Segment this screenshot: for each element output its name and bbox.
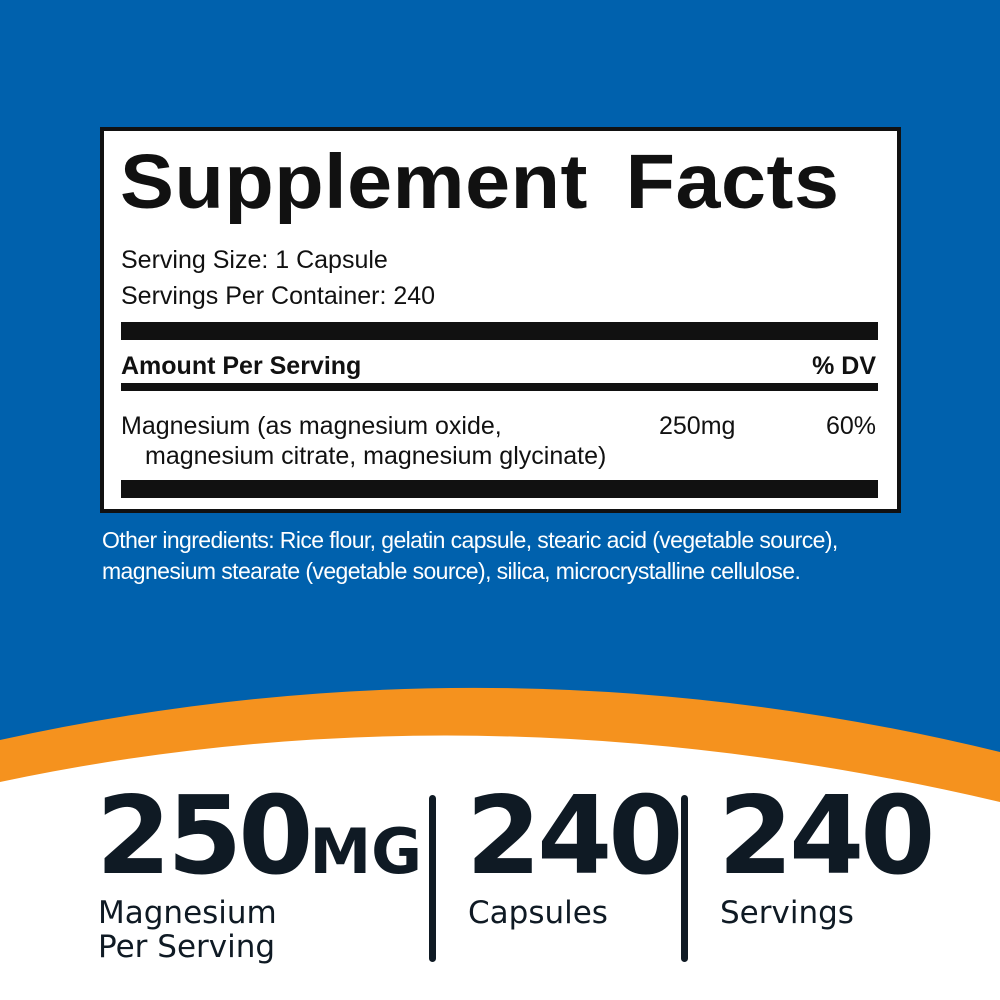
stat-magnesium-label: Magnesium Per Serving (98, 896, 277, 964)
panel-title: Supplement Facts (120, 139, 840, 225)
white-wave (0, 735, 1000, 1000)
thick-divider (121, 322, 878, 340)
stat-capsules-label: Capsules (468, 895, 608, 931)
amount-per-serving-header: Amount Per Serving (121, 352, 362, 380)
ingredient-dv: 60% (825, 412, 876, 440)
ingredient-amount: 250mg (659, 412, 736, 440)
stat-servings-label: Servings (720, 895, 854, 931)
stat-label-line: Magnesium (98, 895, 277, 931)
stat-magnesium-value: 250MG (96, 783, 422, 891)
ingredient-line: magnesium citrate, magnesium glycinate) (145, 442, 607, 470)
stat-label-line: Per Serving (98, 929, 276, 965)
stat-divider (681, 795, 688, 962)
ingredient-line: Magnesium (as magnesium oxide, (121, 412, 502, 440)
serving-size: Serving Size: 1 Capsule (121, 246, 388, 274)
supplement-facts-panel: Supplement Facts Serving Size: 1 Capsule… (100, 127, 901, 513)
other-ingredients-line: magnesium stearate (vegetable source), s… (102, 558, 801, 584)
other-ingredients-line: Other ingredients: Rice flour, gelatin c… (102, 527, 838, 553)
other-ingredients: Other ingredients: Rice flour, gelatin c… (102, 525, 992, 587)
thin-divider (121, 383, 878, 391)
stat-unit: MG (309, 815, 423, 888)
thick-divider (121, 480, 878, 498)
stat-divider (429, 795, 436, 962)
stat-servings-value: 240 (718, 774, 935, 899)
dv-header: % DV (812, 352, 876, 380)
ingredient-name: Magnesium (as magnesium oxide, magnesium… (121, 411, 606, 471)
stat-number: 250 (96, 774, 313, 899)
stat-capsules-value: 240 (466, 774, 683, 899)
servings-per-container: Servings Per Container: 240 (121, 282, 436, 310)
